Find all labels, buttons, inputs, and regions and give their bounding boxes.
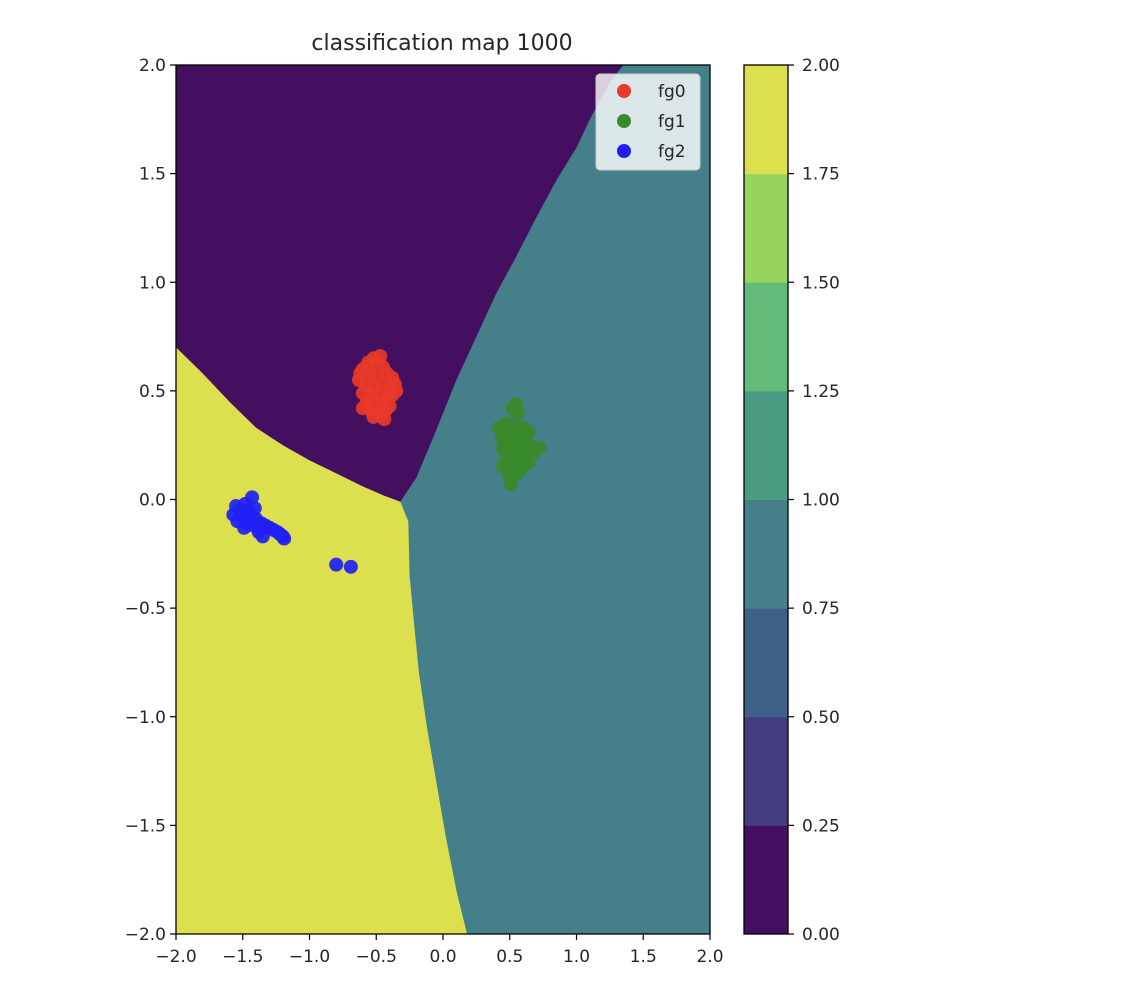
- point-fg1: [504, 477, 519, 492]
- point-fg0: [389, 383, 404, 398]
- x-tick-label: −0.5: [356, 947, 397, 967]
- colorbar-tick-label: 2.00: [802, 56, 840, 76]
- x-axis: −2.0 −1.5 −1.0 −0.5 0.0 0.5 1.0 1.5 2.0: [155, 934, 724, 967]
- colorbar-tick-label: 1.00: [802, 491, 840, 511]
- legend-label-fg0: fg0: [658, 82, 686, 102]
- legend-marker-fg0: [617, 84, 631, 98]
- plot-area: [175, 64, 711, 935]
- chart-title: classification map 1000: [311, 31, 572, 56]
- y-tick-label: −2.0: [125, 925, 166, 945]
- point-fg1: [492, 420, 507, 435]
- legend-label-fg1: fg1: [658, 112, 686, 132]
- class-0-region: [176, 65, 624, 502]
- point-fg1: [528, 444, 543, 459]
- y-tick-label: 1.0: [139, 273, 166, 293]
- scatter-points: [226, 349, 547, 574]
- x-tick-label: 2.0: [696, 947, 723, 967]
- x-tick-label: 1.0: [563, 947, 590, 967]
- y-tick-label: −1.5: [125, 816, 166, 836]
- colorbar-tick-label: 0.75: [802, 599, 840, 619]
- colorbar-band: [744, 825, 788, 935]
- x-tick-label: −1.0: [289, 947, 330, 967]
- y-tick-label: 0.5: [139, 382, 166, 402]
- x-tick-label: −1.5: [222, 947, 263, 967]
- x-tick-label: 1.5: [630, 947, 657, 967]
- point-fg2: [277, 531, 292, 546]
- colorbar-band: [744, 716, 788, 826]
- colorbar-tick-label: 0.00: [802, 925, 840, 945]
- y-tick-label: 0.0: [139, 491, 166, 511]
- colorbar-band: [744, 608, 788, 718]
- point-fg0: [353, 366, 368, 381]
- point-fg0: [377, 412, 392, 427]
- legend-marker-fg2: [617, 144, 631, 158]
- point-fg0: [361, 399, 376, 414]
- colorbar-tick-label: 1.50: [802, 273, 840, 293]
- legend-marker-fg1: [617, 114, 631, 128]
- point-fg1: [510, 405, 525, 420]
- y-axis: −2.0 −1.5 −1.0 −0.5 0.0 0.5 1.0 1.5 2.0: [125, 56, 176, 945]
- x-tick-label: 0.0: [429, 947, 456, 967]
- y-tick-label: 2.0: [139, 56, 166, 76]
- colorbar-band: [744, 173, 788, 283]
- x-tick-label: 0.5: [496, 947, 523, 967]
- y-tick-label: −1.0: [125, 708, 166, 728]
- colorbar-tick-label: 1.25: [802, 382, 840, 402]
- point-fg2: [329, 557, 344, 572]
- colorbar-band: [744, 65, 788, 175]
- point-fg2: [255, 529, 270, 544]
- y-tick-label: 1.5: [139, 165, 166, 185]
- colorbar-tick-label: 0.25: [802, 816, 840, 836]
- colorbar-band: [744, 282, 788, 392]
- colorbar-tick-label: 0.50: [802, 708, 840, 728]
- colorbar-tick-label: 1.75: [802, 165, 840, 185]
- colorbar-band: [744, 390, 788, 500]
- point-fg1: [521, 455, 536, 470]
- legend: fg0 fg1 fg2: [595, 73, 701, 171]
- colorbar: 0.00 0.25 0.50 0.75 1.00 1.25 1.50 1.75 2.00: [743, 56, 840, 945]
- point-fg2: [343, 559, 358, 574]
- point-fg2: [237, 520, 252, 535]
- point-fg0: [373, 349, 388, 364]
- y-tick-label: −0.5: [125, 599, 166, 619]
- x-tick-label: −2.0: [155, 947, 196, 967]
- colorbar-band: [744, 499, 788, 609]
- legend-label-fg2: fg2: [658, 142, 686, 162]
